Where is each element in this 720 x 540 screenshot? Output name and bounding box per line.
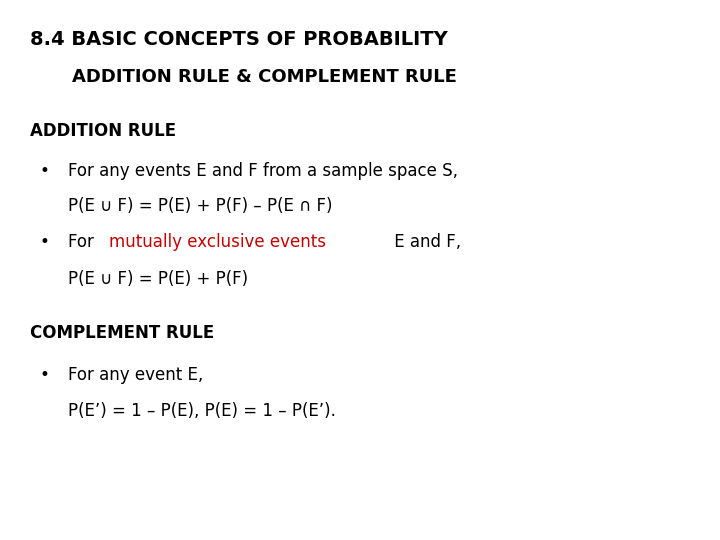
Text: P(E ∪ F) = P(E) + P(F): P(E ∪ F) = P(E) + P(F) bbox=[68, 270, 248, 288]
Text: mutually exclusive events: mutually exclusive events bbox=[109, 233, 325, 251]
Text: E and F,: E and F, bbox=[389, 233, 461, 251]
Text: •: • bbox=[40, 366, 50, 384]
Text: P(E’) = 1 – P(E), P(E) = 1 – P(E’).: P(E’) = 1 – P(E), P(E) = 1 – P(E’). bbox=[68, 402, 336, 420]
Text: ADDITION RULE & COMPLEMENT RULE: ADDITION RULE & COMPLEMENT RULE bbox=[72, 68, 457, 85]
Text: •: • bbox=[40, 233, 50, 251]
Text: For: For bbox=[68, 233, 99, 251]
Text: 8.4 BASIC CONCEPTS OF PROBABILITY: 8.4 BASIC CONCEPTS OF PROBABILITY bbox=[30, 30, 448, 49]
Text: ADDITION RULE: ADDITION RULE bbox=[30, 122, 176, 139]
Text: •: • bbox=[40, 162, 50, 180]
Text: For any event E,: For any event E, bbox=[68, 366, 204, 384]
Text: COMPLEMENT RULE: COMPLEMENT RULE bbox=[30, 324, 215, 342]
Text: P(E ∪ F) = P(E) + P(F) – P(E ∩ F): P(E ∪ F) = P(E) + P(F) – P(E ∩ F) bbox=[68, 197, 333, 215]
Text: For any events E and F from a sample space S,: For any events E and F from a sample spa… bbox=[68, 162, 459, 180]
